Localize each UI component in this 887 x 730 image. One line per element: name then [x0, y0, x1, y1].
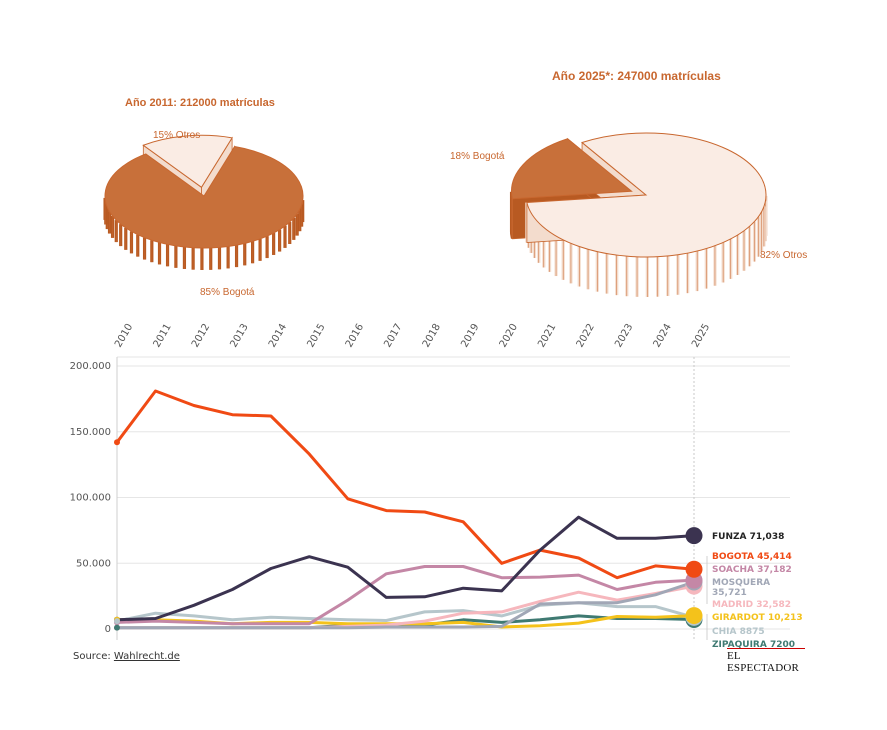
pie-title: Año 2025*: 247000 matrículas	[552, 69, 721, 83]
pie-title: Año 2011: 212000 matrículas	[125, 97, 275, 109]
series-end-label: MOSQUERA 35,721	[712, 578, 770, 598]
series-end-dot	[685, 607, 703, 625]
series-start-dot	[114, 624, 120, 631]
pie-slice	[104, 145, 304, 249]
y-tick-label: 0	[105, 624, 111, 635]
brand-logo: EL ESPECTADOR	[727, 648, 805, 674]
series-start-dot	[114, 439, 120, 446]
pie-slice	[511, 138, 633, 200]
pie-chart-1: 85% Bogotá 15% Otros Año 2011: 212000 matr…	[103, 97, 305, 298]
x-tick-label: 2015	[305, 322, 327, 350]
series-end-label: ZIPAQUIRA 7200	[712, 640, 795, 650]
x-tick-label: 2010	[113, 322, 135, 350]
pie-slice-label: 85% Bogotá	[200, 287, 255, 298]
pie-slice-label: 15% Otros	[153, 130, 200, 141]
x-tick-label: 2022	[575, 322, 597, 350]
x-tick-label: 2021	[536, 322, 558, 350]
pie-slice-label: 18% Bogotá	[450, 151, 505, 162]
y-tick-label: 150.000	[70, 427, 111, 438]
x-tick-label: 2012	[190, 322, 212, 350]
series-end-label: SOACHA 37,182	[712, 565, 792, 575]
pie-slice	[142, 134, 233, 189]
series-end-label: GIRARDOT 10,213	[712, 613, 803, 623]
x-tick-label: 2013	[228, 322, 250, 350]
series-end-label-line: MOSQUERA	[712, 578, 770, 588]
x-tick-label: 2024	[652, 322, 674, 350]
series-start-dot	[114, 618, 120, 625]
series-line	[115, 580, 696, 630]
series-line	[115, 389, 696, 580]
series-end-label: CHIA 8875	[712, 627, 765, 637]
x-tick-label: 2020	[498, 322, 520, 350]
x-tick-label: 2025	[690, 322, 712, 350]
source-prefix: Source:	[73, 651, 114, 662]
source-link[interactable]: Wahlrecht.de	[113, 651, 180, 662]
pie-slice	[526, 132, 767, 258]
x-tick-label: 2019	[459, 322, 481, 350]
series-end-label: MADRID 32,582	[712, 600, 791, 610]
series-end-dot	[685, 560, 703, 578]
series-end-label-line: 35,721	[712, 588, 747, 598]
pie-slice-label: 82% Otros	[760, 250, 807, 261]
y-tick-label: 100.000	[70, 493, 111, 504]
source-note: Source: Wahlrecht.de	[73, 651, 180, 662]
x-tick-label: 2023	[613, 322, 635, 350]
x-tick-label: 2016	[344, 322, 366, 350]
pie-charts: 85% Bogotá 15% Otros Año 2011: 212000 matr…	[103, 69, 807, 298]
y-tick-label: 50.000	[76, 558, 111, 569]
y-tick-label: 200.000	[70, 361, 111, 372]
series-end-label: FUNZA 71,038	[712, 532, 784, 542]
series-line	[115, 565, 696, 626]
pie-chart-2: 18% Bogotá 82% Otros Año 2025*: 247000 mat…	[450, 69, 807, 297]
series-end-label: BOGOTA 45,414	[712, 552, 792, 562]
x-tick-label: 2014	[267, 322, 289, 350]
series-line	[115, 515, 696, 622]
x-tick-label: 2017	[382, 322, 404, 350]
x-tick-label: 2018	[421, 322, 443, 350]
series-line	[115, 601, 696, 623]
x-tick-label: 2011	[152, 322, 174, 350]
series-end-dot	[685, 527, 703, 545]
